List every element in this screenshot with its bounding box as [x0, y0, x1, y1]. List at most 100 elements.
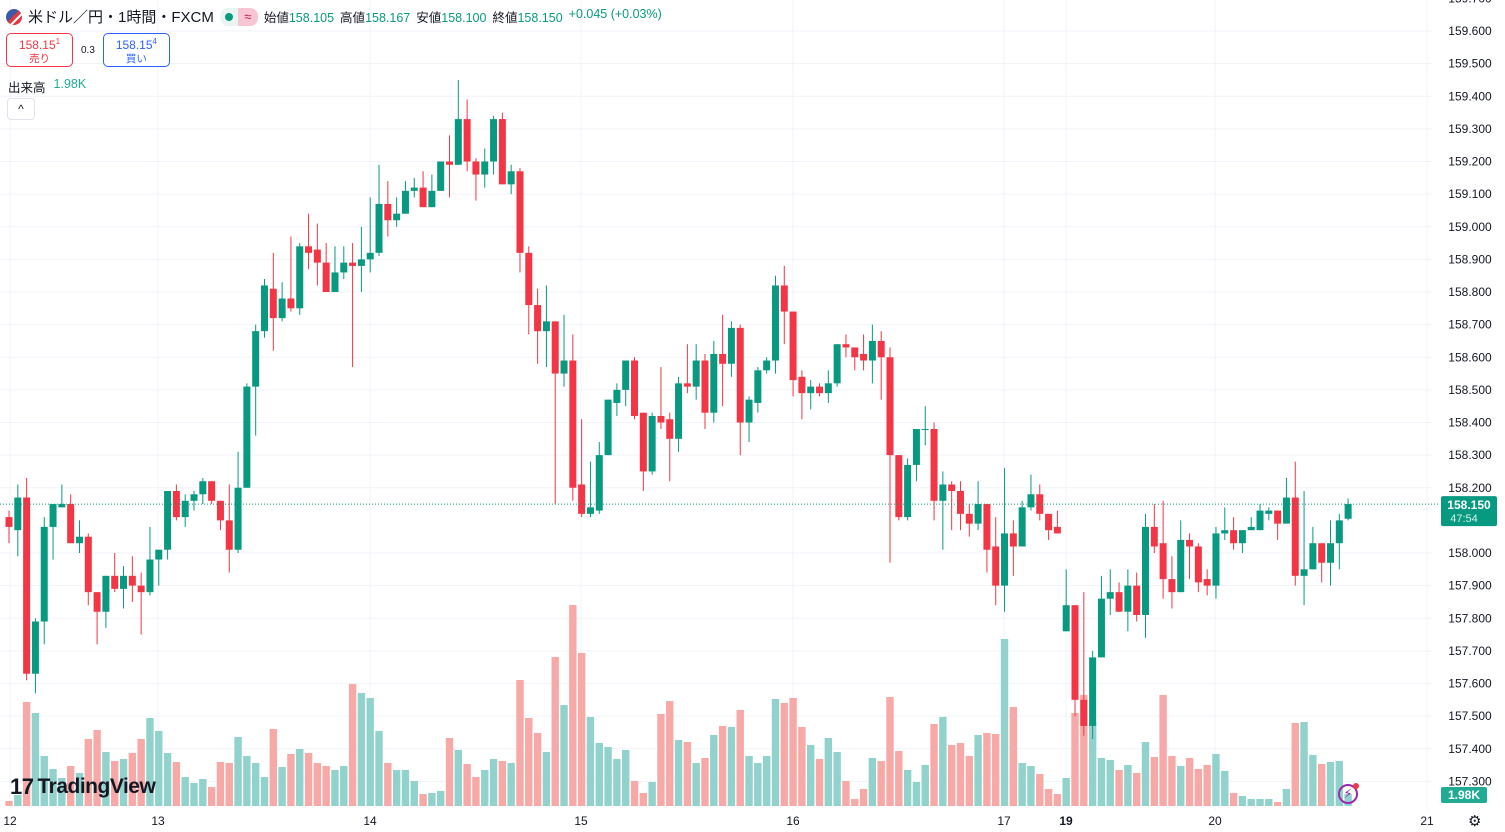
candle-up — [164, 491, 172, 550]
candle-up — [1265, 510, 1273, 514]
time-tick-label: 21 — [1420, 814, 1434, 828]
time-tick-label: 19 — [1059, 814, 1073, 828]
price-tick-label: 157.500 — [1448, 709, 1492, 723]
volume-bar — [296, 748, 304, 806]
volume-bar — [260, 776, 269, 806]
candle-up — [1018, 507, 1026, 547]
volume-bar — [102, 752, 110, 806]
market-status[interactable]: ≈ — [219, 7, 258, 26]
candle-up — [1335, 520, 1343, 544]
candle-up — [366, 252, 374, 260]
volume-bar — [199, 778, 207, 806]
open-value: 158.105 — [288, 11, 335, 25]
time-tick-label: 13 — [151, 814, 165, 828]
candle-up — [1282, 497, 1290, 524]
high-value: 158.167 — [365, 11, 411, 25]
volume-bar — [1221, 770, 1229, 806]
candle-up — [974, 504, 982, 524]
symbol-title[interactable]: 米ドル／円・1時間・FXCM — [28, 9, 214, 26]
candle-down — [322, 262, 330, 292]
usd-jpy-flag-icon — [6, 8, 22, 25]
volume-bar — [1132, 772, 1141, 806]
candle-down — [1159, 543, 1167, 580]
volume-bar — [1291, 722, 1299, 806]
price-tick-label: 158.700 — [1448, 318, 1492, 332]
volume-bar — [119, 758, 128, 806]
candle-up — [278, 298, 286, 319]
volume-bar — [1071, 712, 1079, 806]
volume-bar — [137, 738, 145, 806]
volume-bar — [278, 766, 286, 806]
candle-up — [1001, 533, 1009, 586]
candle-down — [578, 484, 586, 514]
volume-bar — [1273, 802, 1282, 806]
candle-down — [719, 353, 727, 364]
buy-button[interactable]: 158.154 買い — [102, 33, 170, 67]
candle-up — [507, 171, 515, 185]
candle-up — [912, 429, 920, 465]
candle-down — [789, 311, 797, 381]
settings-icon[interactable]: ⚙ — [1468, 813, 1482, 830]
volume-bar — [842, 780, 850, 806]
candle-up — [613, 389, 621, 403]
sell-button[interactable]: 158.151 売り — [6, 33, 73, 67]
volume-bar — [384, 762, 392, 806]
volume-bar — [340, 766, 348, 806]
price-tick-label: 158.900 — [1448, 252, 1492, 266]
tradingview-logo[interactable]: 17 TradingView — [10, 774, 156, 800]
volume-bar — [965, 756, 973, 806]
collapse-legend-button[interactable]: ^ — [7, 98, 35, 120]
candle-down — [128, 575, 136, 586]
candle-down — [895, 455, 903, 518]
time-tick-label: 17 — [997, 814, 1011, 828]
volume-bar — [1141, 742, 1150, 806]
candle-down — [657, 415, 665, 423]
candle-down — [269, 288, 277, 319]
current-volume-label: 1.98K — [1448, 788, 1480, 802]
candle-down — [305, 246, 313, 253]
candle-down — [84, 536, 92, 593]
candle-up — [921, 429, 929, 431]
time-tick-label: 12 — [3, 814, 17, 828]
alert-lightning-icon[interactable]: ⚡ — [1338, 783, 1359, 804]
trade-panel: 158.151 売り 0.3 158.154 買い — [6, 33, 170, 67]
price-tick-label: 159.100 — [1448, 187, 1492, 201]
volume-bar — [489, 758, 498, 806]
volume-bar — [1053, 794, 1062, 806]
candle-up — [375, 203, 383, 253]
candle-up — [542, 321, 550, 332]
candle-up — [331, 272, 339, 292]
volume-bar — [410, 780, 418, 806]
price-axis[interactable]: 159.700 159.600 159.500 159.400 159.300 159.2… — [1441, 0, 1497, 803]
candle-up — [146, 559, 154, 593]
candle-up — [745, 399, 753, 423]
volume-bar — [736, 710, 744, 806]
candle-down — [701, 360, 709, 413]
candle-up — [675, 383, 683, 439]
volume-bar — [428, 792, 436, 806]
volume-bar — [1018, 762, 1026, 806]
candle-down — [525, 252, 533, 306]
price-tick-label: 159.300 — [1448, 122, 1492, 136]
volume-bar — [1036, 774, 1044, 806]
volume-bar — [234, 736, 242, 806]
volume-value: 1.98K — [53, 77, 87, 91]
volume-legend[interactable]: 出来高 1.98K — [8, 77, 86, 96]
time-axis[interactable]: 12 13 14 15 16 17 19 20 21 — [3, 814, 1434, 828]
candle-up — [1238, 530, 1246, 544]
candle-up — [833, 344, 841, 384]
candle-down — [860, 353, 868, 361]
volume-bar — [1203, 764, 1211, 806]
volume-bar — [771, 698, 780, 806]
candle-up — [710, 353, 718, 413]
volume-bar — [859, 788, 868, 806]
candle-down — [1230, 530, 1238, 544]
volume-bar — [40, 756, 48, 806]
volume-bar — [798, 726, 806, 806]
candle-up — [481, 161, 489, 175]
volume-bar — [128, 752, 137, 806]
volume-bar — [348, 684, 357, 806]
candle-up — [1097, 598, 1105, 658]
candle-up — [199, 481, 207, 495]
